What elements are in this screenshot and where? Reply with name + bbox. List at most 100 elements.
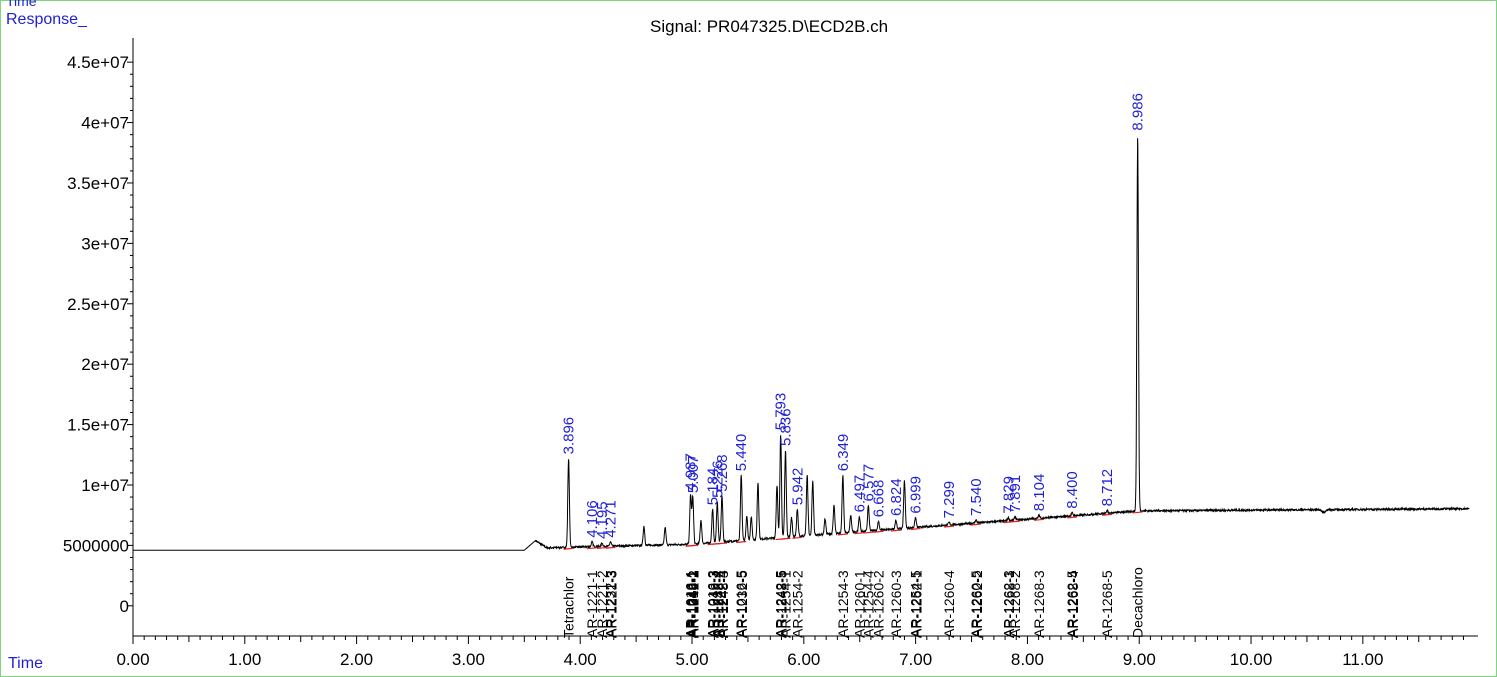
y-tick-label: 1e+07 (81, 476, 129, 495)
y-tick-label: 2.5e+07 (67, 295, 129, 314)
x-tick-label: 9.00 (1123, 650, 1156, 669)
compound-name-label: AR-1254-4 (860, 570, 876, 638)
peak-label: 7.540 (968, 478, 985, 516)
peak-label: 6.999 (908, 476, 925, 514)
compound-name-label: AR-1260-5 (968, 570, 984, 638)
baseline-mark (1033, 518, 1045, 521)
compound-name-label: AR-1221-1 (584, 570, 600, 638)
y-tick-label: 5000000 (63, 536, 129, 555)
peak-label: 5.226 (709, 460, 726, 498)
compound-name-label: AR-1254-1 (778, 570, 794, 638)
peak-label: 8.400 (1064, 471, 1081, 509)
compound-name-label: AR-1016-5 (733, 570, 749, 638)
peak-label: 4.987 (683, 453, 700, 491)
compound-name-label: AR-1232-5 (734, 570, 750, 638)
baseline-mark (854, 532, 865, 535)
baseline-mark (1067, 516, 1078, 519)
compound-name-label: Tetrachlor (561, 576, 577, 638)
compound-name-label: AR-1262-2 (969, 570, 985, 638)
compound-name-label: AR-1260-1 (851, 570, 867, 638)
peak-label: 7.829 (1000, 476, 1017, 514)
compound-name-label: AR-1242-4 (714, 570, 730, 638)
peak-label: 8.104 (1031, 474, 1048, 512)
y-tick-label: 4e+07 (81, 114, 129, 133)
x-tick-label: 4.00 (564, 650, 597, 669)
peak-label: 6.497 (851, 475, 868, 513)
baseline-mark (1132, 511, 1143, 514)
peak-label: 4.271 (603, 500, 620, 538)
peak-label: 6.577 (860, 464, 877, 502)
compound-name-label: AR-1260-4 (941, 570, 957, 638)
compound-name-label: AR-1268-3 (1031, 570, 1047, 638)
compound-name-label: AR-1262-1 (908, 570, 924, 638)
x-tick-label: 5.00 (675, 650, 708, 669)
compound-name-label: AR-1260-3 (888, 570, 904, 638)
compound-name-label: AR-1242-5 (773, 570, 789, 638)
peak-label: 6.349 (835, 434, 852, 472)
compound-name-label: AR-1248-5 (773, 570, 789, 638)
baseline-mark (736, 540, 747, 544)
x-tick-label: 10.00 (1230, 650, 1273, 669)
baseline-mark (863, 531, 874, 534)
compound-name-label: AR-1254-5 (908, 570, 924, 638)
compound-name-label: AR-1232-4 (709, 570, 725, 638)
peak-label: 5.440 (733, 434, 750, 472)
compound-name-label: AR-1268-4 (1065, 570, 1081, 638)
x-axis-title: Time (8, 655, 43, 672)
baseline-mark (596, 546, 608, 550)
peak-label: 8.712 (1099, 469, 1116, 507)
baseline-mark (910, 527, 921, 531)
x-tick-label: 11.00 (1342, 650, 1383, 669)
compound-name-label: AR-1016-1 (683, 570, 699, 638)
peak-label: 4.195 (594, 501, 611, 539)
compound-name-label: AR-1262-3 (1000, 570, 1016, 638)
baseline-mark (1010, 520, 1021, 523)
compound-name-label: AR-1232-3 (603, 570, 619, 638)
peak-label: 5.184 (705, 468, 722, 506)
x-tick-label: 8.00 (1011, 650, 1044, 669)
baseline-mark (943, 525, 955, 528)
baseline-mark (563, 547, 574, 550)
x-tick-label: 6.00 (787, 650, 820, 669)
compound-name-label: AR-1268-5 (1099, 570, 1115, 638)
baseline-mark (687, 544, 698, 547)
peak-label: 5.007 (685, 456, 702, 494)
peak-label: 6.824 (888, 478, 905, 516)
baseline-mark (716, 542, 728, 545)
compound-name-label: AR-1254-3 (835, 570, 851, 638)
baseline-mark (837, 533, 848, 536)
compound-name-label: AR-1262-5 (1064, 570, 1080, 638)
y-tick-label: 4.5e+07 (67, 53, 129, 72)
peak-label: 5.942 (789, 468, 806, 506)
compound-name-label: AR-1016-2 (685, 570, 701, 638)
x-tick-label: 0.00 (116, 650, 149, 669)
peak-label: 7.891 (1007, 475, 1024, 513)
compound-name-label: Decachloro (1130, 567, 1146, 638)
baseline-mark (605, 546, 616, 549)
y-tick-label: 0 (120, 597, 129, 616)
compound-name-label: AR-1221-2 (594, 570, 610, 638)
y-tick-label: 1.5e+07 (67, 416, 129, 435)
baseline-mark (873, 530, 884, 533)
compound-name-label: AR-1016-3 (705, 570, 721, 638)
x-tick-label: 2.00 (340, 650, 373, 669)
compound-name-label: AR-1242-1 (683, 570, 699, 638)
peak-label: 3.896 (561, 417, 578, 455)
y-tick-label: 3.5e+07 (67, 174, 129, 193)
peak-label: 4.106 (584, 500, 601, 538)
compound-name-label: AR-1260-2 (871, 570, 887, 638)
compound-name-label: AR-1248-3 (715, 570, 731, 638)
x-tick-label: 1.00 (228, 650, 261, 669)
compound-name-label: AR-1248-2 (710, 570, 726, 638)
peak-label: 5.793 (773, 393, 790, 431)
peak-label: 5.268 (714, 454, 731, 492)
compound-name-label: AR-1242-3 (706, 570, 722, 638)
chart-title: Signal: PR047325.D\ECD2B.ch (650, 17, 889, 36)
baseline-mark (890, 529, 902, 532)
baseline-mark (1101, 513, 1113, 516)
baseline-mark (780, 537, 791, 540)
chromatogram-trace (133, 138, 1470, 551)
x-tick-label: 3.00 (452, 650, 485, 669)
compound-name-label: AR-1254-2 (789, 570, 805, 638)
